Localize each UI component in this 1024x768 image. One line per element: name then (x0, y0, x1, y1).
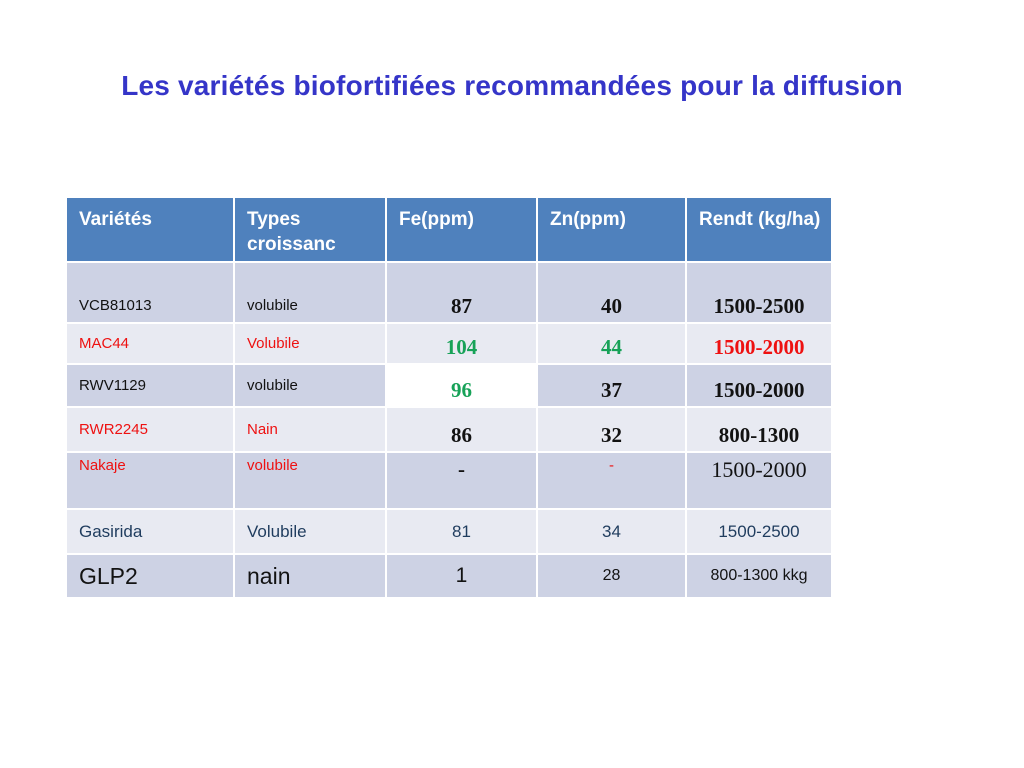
cell-zn: 44 (536, 322, 687, 365)
cell-variety: MAC44 (65, 322, 235, 365)
varieties-table: Variétés Types croissanc Fe(ppm) Zn(ppm)… (65, 196, 833, 599)
cell-zn: 34 (536, 508, 687, 555)
table-row-rwr2245: RWR2245 Nain 86 32 800-1300 (65, 406, 833, 453)
cell-variety: RWV1129 (65, 363, 235, 408)
cell-variety: VCB81013 (65, 261, 235, 324)
cell-rendt: 1500-2500 (685, 261, 833, 324)
cell-variety: Gasirida (65, 508, 235, 555)
column-header-fe-ppm: Fe(ppm) (385, 196, 538, 263)
cell-rendt: 1500-2500 (685, 508, 833, 555)
table-row-glp2: GLP2 nain 1 28 800-1300 kkg (65, 553, 833, 599)
cell-type: Nain (233, 406, 387, 453)
table-row-vcb81013: VCB81013 volubile 87 40 1500-2500 (65, 261, 833, 324)
cell-rendt: 1500-2000 (685, 322, 833, 365)
cell-fe: - (385, 451, 538, 510)
cell-type: Volubile (233, 508, 387, 555)
cell-type: volubile (233, 451, 387, 510)
cell-type: volubile (233, 261, 387, 324)
column-header-types-croissanc: Types croissanc (233, 196, 387, 263)
header-row: Variétés Types croissanc Fe(ppm) Zn(ppm)… (65, 196, 833, 263)
cell-variety: Nakaje (65, 451, 235, 510)
table-header: Variétés Types croissanc Fe(ppm) Zn(ppm)… (65, 196, 833, 263)
cell-zn: 32 (536, 406, 687, 453)
cell-zn: 37 (536, 363, 687, 408)
cell-fe: 87 (385, 261, 538, 324)
table-row-rwv1129: RWV1129 volubile 96 37 1500-2000 (65, 363, 833, 408)
table-row-gasirida: Gasirida Volubile 81 34 1500-2500 (65, 508, 833, 555)
column-header-zn-ppm: Zn(ppm) (536, 196, 687, 263)
cell-fe: 1 (385, 553, 538, 599)
cell-rendt: 800-1300 (685, 406, 833, 453)
table-row-mac44: MAC44 Volubile 104 44 1500-2000 (65, 322, 833, 365)
cell-zn: 28 (536, 553, 687, 599)
table-row-nakaje: Nakaje volubile - - 1500-2000 (65, 451, 833, 510)
cell-zn: 40 (536, 261, 687, 324)
column-header-varietes: Variétés (65, 196, 235, 263)
cell-variety: RWR2245 (65, 406, 235, 453)
cell-variety: GLP2 (65, 553, 235, 599)
cell-rendt: 1500-2000 (685, 451, 833, 510)
cell-rendt: 1500-2000 (685, 363, 833, 408)
cell-type: Volubile (233, 322, 387, 365)
cell-fe-highlighted: 96 (385, 363, 538, 408)
slide-title: Les variétés biofortifiées recommandées … (121, 70, 903, 101)
cell-rendt: 800-1300 kkg (685, 553, 833, 599)
cell-type: volubile (233, 363, 387, 408)
cell-fe: 86 (385, 406, 538, 453)
cell-zn: - (536, 451, 687, 510)
cell-fe: 104 (385, 322, 538, 365)
column-header-rendt: Rendt (kg/ha) (685, 196, 833, 263)
cell-type: nain (233, 553, 387, 599)
cell-fe: 81 (385, 508, 538, 555)
